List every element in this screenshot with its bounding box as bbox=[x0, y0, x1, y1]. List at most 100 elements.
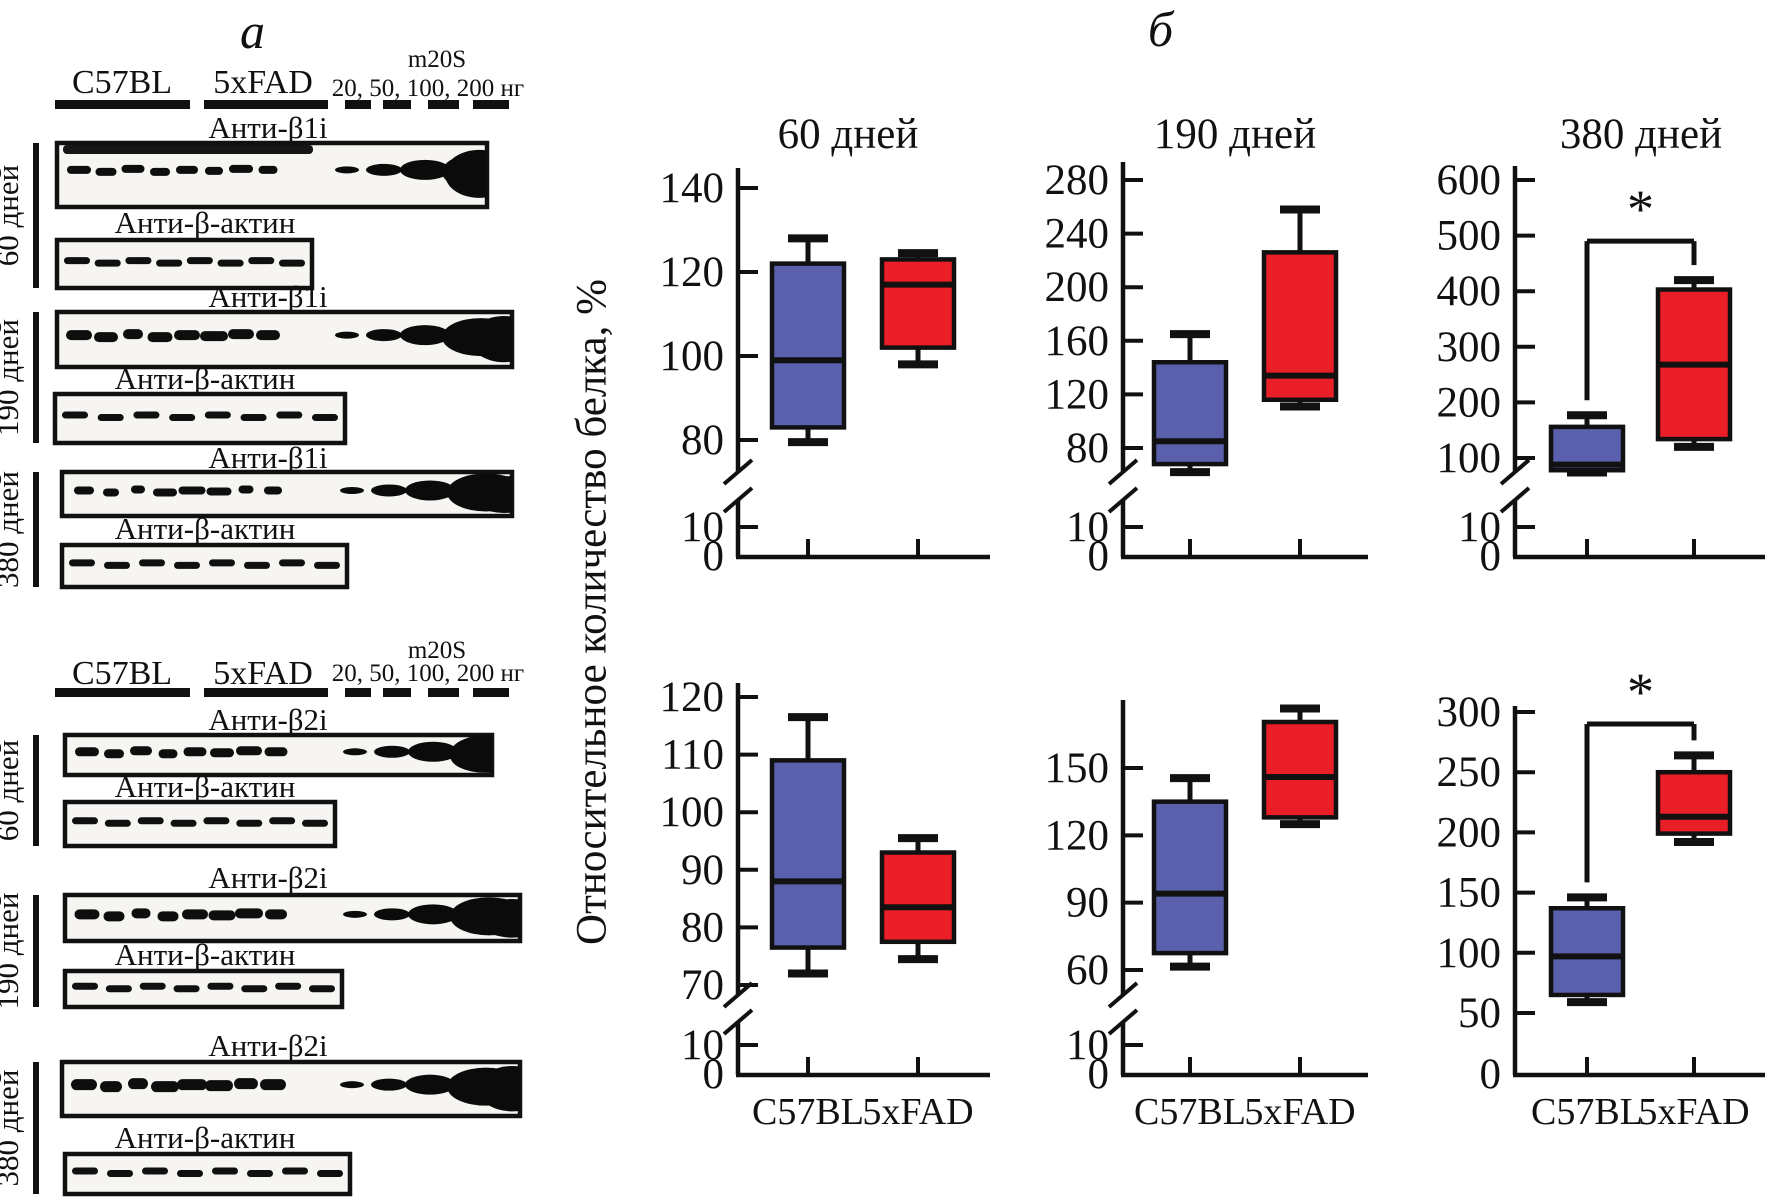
blot-image-actin-b1i-1-bands bbox=[62, 411, 338, 422]
blot-image-actin-b1i-0-bands bbox=[64, 257, 305, 267]
y-tick-label-zero: 0 bbox=[1088, 1051, 1110, 1098]
standard-dash bbox=[473, 688, 509, 697]
blot-actin-label: Анти-β-актин bbox=[115, 769, 296, 804]
blot-target-label: Анти-β2i bbox=[208, 1028, 328, 1063]
x-group-label-c57bl: C57BL bbox=[1134, 1091, 1246, 1133]
box-5xfad-b2i-60 bbox=[879, 850, 957, 945]
box-c57bl-b1i-190 bbox=[1151, 359, 1229, 467]
y-tick-label: 50 bbox=[1458, 990, 1501, 1037]
sig-star: * bbox=[1627, 662, 1654, 722]
age-side-label: 190 дней bbox=[0, 893, 25, 1010]
blot-group-label-5xfad: 5xFAD bbox=[213, 655, 313, 692]
boxplot-b1i-60: 10 140 120 100 80 0 bbox=[660, 165, 990, 580]
standard-dash bbox=[383, 688, 411, 697]
axis-break-slash bbox=[722, 486, 754, 514]
blot-actin-label: Анти-β-актин bbox=[115, 205, 296, 240]
blot-amounts-label: 20, 50, 100, 200 нг bbox=[332, 660, 524, 687]
y-tick-label-zero: 0 bbox=[1480, 1051, 1502, 1098]
blot-amounts-label: 20, 50, 100, 200 нг bbox=[332, 75, 524, 102]
y-tick-label: 80 bbox=[1066, 425, 1109, 472]
y-tick-label: 10 bbox=[1066, 504, 1109, 551]
y-tick-label-zero: 0 bbox=[1480, 533, 1502, 580]
standard-dash bbox=[383, 100, 411, 109]
blot-image-b1i-2-bands bbox=[74, 473, 512, 513]
blot-image-b1i-1-bands bbox=[66, 316, 512, 363]
y-tick-label: 280 bbox=[1045, 157, 1110, 204]
x-group-label-5xfad: 5xFAD bbox=[1244, 1091, 1355, 1133]
blot-actin-label: Анти-β-актин bbox=[115, 511, 296, 546]
y-tick-label: 120 bbox=[660, 674, 725, 721]
y-tick-label: 100 bbox=[660, 789, 725, 836]
chart-title-60-дней: 60 дней bbox=[778, 111, 919, 158]
y-tick-label: 100 bbox=[1437, 435, 1502, 482]
y-tick-label: 200 bbox=[1437, 379, 1502, 426]
axis-break-slash bbox=[722, 1008, 754, 1036]
age-side-label: 190 дней bbox=[0, 319, 25, 436]
y-tick-label: 60 bbox=[1066, 947, 1109, 994]
blot-image-actin-b2i-0-bands bbox=[72, 817, 328, 827]
box-c57bl-b2i-380 bbox=[1548, 906, 1626, 998]
y-tick-label: 100 bbox=[660, 333, 725, 380]
age-side-label: 380 дней bbox=[0, 1070, 25, 1187]
5xfad-underline bbox=[204, 688, 328, 697]
blot-image-b2i-0-bands bbox=[75, 735, 492, 773]
y-tick-label: 600 bbox=[1437, 157, 1502, 204]
y-tick-label: 80 bbox=[681, 417, 724, 464]
axis-break-slash bbox=[1107, 486, 1139, 514]
y-tick-label: 200 bbox=[1045, 264, 1110, 311]
blot-target-label: Анти-β1i bbox=[208, 279, 328, 314]
y-tick-label: 10 bbox=[1066, 1022, 1109, 1069]
chart-title-380-дней: 380 дней bbox=[1560, 111, 1722, 158]
chart-title-190-дней: 190 дней bbox=[1154, 111, 1316, 158]
y-tick-label: 500 bbox=[1437, 213, 1502, 260]
blot-image-actin-b2i-1-bands bbox=[72, 982, 335, 993]
blot-actin-label: Анти-β-актин bbox=[115, 937, 296, 972]
box-c57bl-b2i-190 bbox=[1151, 799, 1229, 956]
standard-dash bbox=[428, 688, 459, 697]
c57bl-underline bbox=[55, 688, 190, 697]
axis-break-slash bbox=[1107, 981, 1139, 1009]
blot-target-label: Анти-β2i bbox=[208, 702, 328, 737]
y-tick-label: 70 bbox=[681, 962, 724, 1009]
standard-dash bbox=[473, 100, 509, 109]
box-c57bl-b1i-60 bbox=[769, 261, 847, 430]
axis-break-slash bbox=[722, 458, 754, 486]
standard-dash bbox=[345, 100, 371, 109]
blot-actin-label: Анти-β-актин bbox=[115, 361, 296, 396]
blot-standard-label: m20S bbox=[408, 637, 466, 664]
blot-image-b2i-1-bands bbox=[74, 897, 520, 938]
blot-group-label-c57bl: C57BL bbox=[72, 655, 172, 692]
y-tick-label: 10 bbox=[681, 1022, 724, 1069]
blot-target-label: Анти-β1i bbox=[208, 110, 328, 145]
y-tick-label: 300 bbox=[1437, 324, 1502, 371]
age-side-label: 60 дней bbox=[0, 165, 25, 266]
boxplot-b1i-380: 10 600 500 400 300 200 100 0 * bbox=[1437, 157, 1765, 580]
blot-target-label: Анти-β1i bbox=[208, 440, 328, 475]
standard-dash bbox=[345, 688, 371, 697]
y-tick-label: 110 bbox=[661, 732, 724, 779]
y-tick-label: 100 bbox=[1437, 930, 1502, 977]
y-tick-label: 200 bbox=[1437, 809, 1502, 856]
y-tick-label: 10 bbox=[1458, 504, 1501, 551]
y-tick-label: 250 bbox=[1437, 749, 1502, 796]
y-tick-label: 90 bbox=[681, 847, 724, 894]
x-group-label-5xfad: 5xFAD bbox=[862, 1091, 973, 1133]
blot-image-actin-b2i-2-bands bbox=[72, 1167, 343, 1177]
y-tick-label: 400 bbox=[1437, 268, 1502, 315]
standard-dash bbox=[428, 100, 459, 109]
panel-b-title: б bbox=[1148, 1, 1174, 57]
x-group-label-c57bl: C57BL bbox=[1531, 1091, 1643, 1133]
blot-image-b2i-2-bands bbox=[71, 1066, 520, 1112]
y-tick-label: 240 bbox=[1045, 211, 1110, 258]
y-tick-label: 10 bbox=[681, 504, 724, 551]
5xfad-underline bbox=[204, 100, 328, 109]
boxplot-b1i-190: 10 280 240 200 160 120 80 0 bbox=[1045, 157, 1368, 580]
y-tick-label-zero: 0 bbox=[1088, 533, 1110, 580]
y-tick-label: 150 bbox=[1045, 745, 1110, 792]
